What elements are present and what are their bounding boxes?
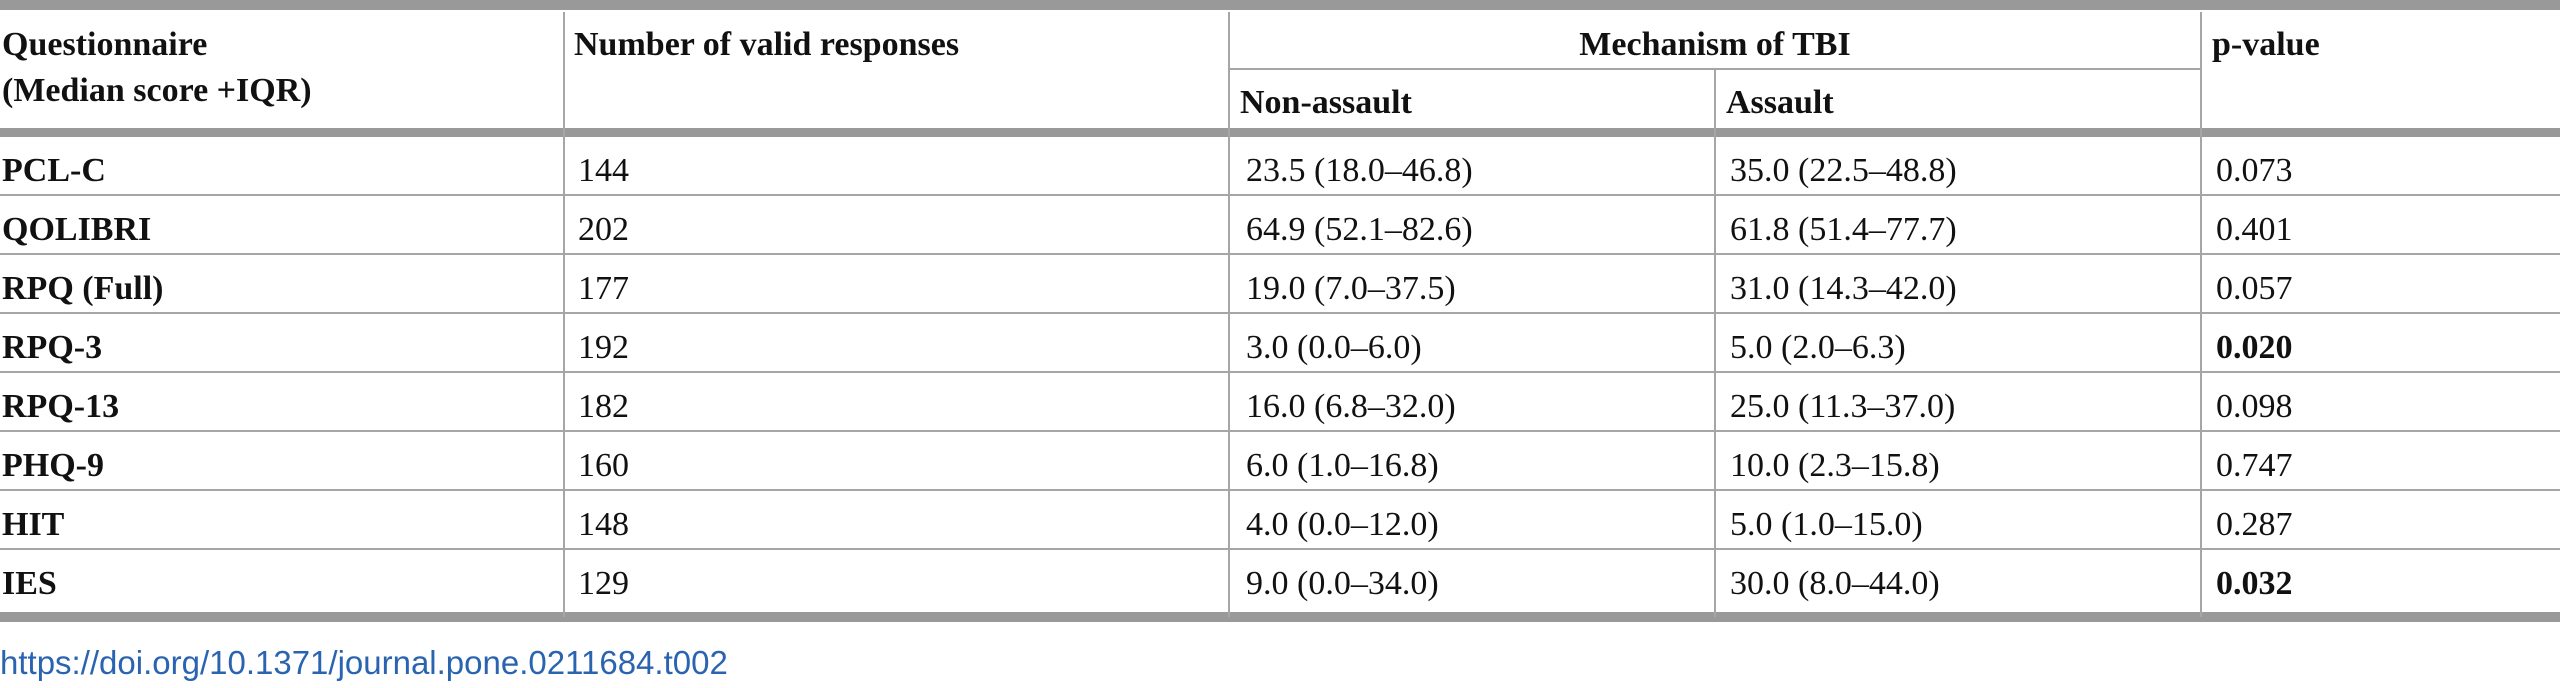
cell-assault: 5.0 (1.0–15.0) bbox=[1730, 506, 1923, 543]
cell-assault: 61.8 (51.4–77.7) bbox=[1730, 211, 1957, 248]
cell-p-value-significant: 0.032 bbox=[2216, 565, 2293, 602]
cell-p-value: 0.401 bbox=[2216, 211, 2293, 248]
cell-responses: 192 bbox=[578, 329, 629, 366]
header-non-assault: Non-assault bbox=[1240, 84, 1412, 121]
table-bottom-rule bbox=[0, 612, 2560, 622]
cell-responses: 182 bbox=[578, 388, 629, 425]
cell-p-value-significant: 0.020 bbox=[2216, 329, 2293, 366]
row-separator bbox=[0, 548, 2560, 550]
cell-non-assault: 23.5 (18.0–46.8) bbox=[1246, 152, 1473, 189]
table-top-rule bbox=[0, 0, 2560, 10]
cell-assault: 35.0 (22.5–48.8) bbox=[1730, 152, 1957, 189]
cell-assault: 31.0 (14.3–42.0) bbox=[1730, 270, 1957, 307]
cell-p-value: 0.287 bbox=[2216, 506, 2293, 543]
header-p-value: p-value bbox=[2212, 26, 2320, 63]
cell-assault: 25.0 (11.3–37.0) bbox=[1730, 388, 1956, 425]
row-separator bbox=[0, 253, 2560, 255]
row-label: HIT bbox=[2, 506, 65, 543]
cell-non-assault: 9.0 (0.0–34.0) bbox=[1246, 565, 1439, 602]
column-separator bbox=[1228, 12, 1230, 617]
header-valid-responses: Number of valid responses bbox=[574, 26, 960, 63]
row-separator bbox=[0, 371, 2560, 373]
cell-responses: 148 bbox=[578, 506, 629, 543]
header-assault: Assault bbox=[1726, 84, 1834, 121]
row-label: IES bbox=[2, 565, 57, 602]
cell-responses: 160 bbox=[578, 447, 629, 484]
row-separator bbox=[0, 489, 2560, 491]
cell-responses: 144 bbox=[578, 152, 629, 189]
header-questionnaire: Questionnaire (Median score +IQR) bbox=[2, 22, 312, 114]
row-separator bbox=[0, 312, 2560, 314]
row-separator bbox=[0, 430, 2560, 432]
row-label: RPQ-3 bbox=[2, 329, 103, 366]
doi-link[interactable]: https://doi.org/10.1371/journal.pone.021… bbox=[0, 644, 728, 681]
header-questionnaire-line1: Questionnaire bbox=[2, 26, 208, 63]
cell-non-assault: 4.0 (0.0–12.0) bbox=[1246, 506, 1439, 543]
cell-responses: 202 bbox=[578, 211, 629, 248]
cell-p-value: 0.073 bbox=[2216, 152, 2293, 189]
cell-responses: 177 bbox=[578, 270, 629, 307]
row-label: PHQ-9 bbox=[2, 447, 104, 484]
row-label: RPQ-13 bbox=[2, 388, 120, 425]
cell-non-assault: 16.0 (6.8–32.0) bbox=[1246, 388, 1456, 425]
row-label: RPQ (Full) bbox=[2, 270, 164, 307]
column-separator bbox=[563, 12, 565, 617]
column-separator bbox=[2200, 12, 2202, 617]
table-header-rule bbox=[0, 128, 2560, 137]
cell-assault: 5.0 (2.0–6.3) bbox=[1730, 329, 1906, 366]
cell-p-value: 0.057 bbox=[2216, 270, 2293, 307]
cell-responses: 129 bbox=[578, 565, 629, 602]
cell-p-value: 0.098 bbox=[2216, 388, 2293, 425]
mechanism-subrule bbox=[1228, 68, 2202, 70]
row-label: QOLIBRI bbox=[2, 211, 152, 248]
cell-non-assault: 6.0 (1.0–16.8) bbox=[1246, 447, 1439, 484]
row-separator bbox=[0, 194, 2560, 196]
header-mechanism: Mechanism of TBI bbox=[1579, 26, 1851, 63]
cell-non-assault: 64.9 (52.1–82.6) bbox=[1246, 211, 1473, 248]
row-label: PCL-C bbox=[2, 152, 106, 189]
header-questionnaire-line2: (Median score +IQR) bbox=[2, 72, 312, 109]
cell-assault: 30.0 (8.0–44.0) bbox=[1730, 565, 1940, 602]
column-separator bbox=[1714, 70, 1716, 617]
cell-non-assault: 3.0 (0.0–6.0) bbox=[1246, 329, 1422, 366]
cell-p-value: 0.747 bbox=[2216, 447, 2293, 484]
cell-non-assault: 19.0 (7.0–37.5) bbox=[1246, 270, 1456, 307]
cell-assault: 10.0 (2.3–15.8) bbox=[1730, 447, 1940, 484]
